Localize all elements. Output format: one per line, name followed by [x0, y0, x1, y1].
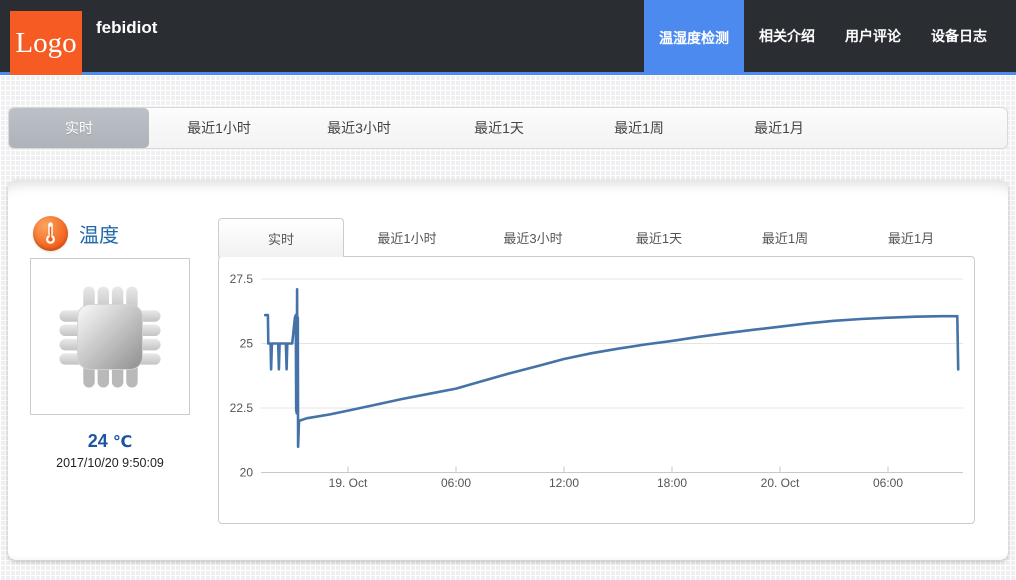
- chart-section: 实时 最近1小时 最近3小时 最近1天 最近1周 最近1月 20 22.5 25 27…: [218, 180, 975, 560]
- svg-text:25: 25: [240, 337, 254, 351]
- logo[interactable]: Logo: [10, 11, 82, 75]
- logo-text: Logo: [15, 26, 77, 59]
- svg-text:20: 20: [240, 466, 254, 480]
- svg-text:06:00: 06:00: [441, 476, 471, 490]
- temperature-chart[interactable]: 20 22.5 25 27.5 19. Oct 06:00 12:00 18:00 20. Oc…: [218, 256, 975, 524]
- range-tab-1w[interactable]: 最近1周: [614, 120, 664, 136]
- sensor-image-frame: [30, 258, 190, 415]
- chart-tab-1d[interactable]: 最近1天: [635, 230, 683, 246]
- svg-text:12:00: 12:00: [549, 476, 579, 490]
- chart-tab-3h[interactable]: 最近3小时: [503, 230, 563, 246]
- svg-text:19. Oct: 19. Oct: [329, 476, 368, 490]
- svg-text:06:00: 06:00: [873, 476, 903, 490]
- range-tab-1d[interactable]: 最近1天: [474, 120, 524, 136]
- chart-tab-1w[interactable]: 最近1周: [761, 230, 809, 246]
- svg-text:27.5: 27.5: [230, 272, 254, 286]
- temperature-reading: 24 ℃: [30, 431, 190, 452]
- nav-item-comments[interactable]: 用户评论: [845, 28, 901, 44]
- svg-text:20. Oct: 20. Oct: [761, 476, 800, 490]
- sensor-summary: 温度: [8, 180, 218, 560]
- svg-text:22.5: 22.5: [230, 401, 254, 415]
- header: Logo febidiot 温湿度检测 相关介绍 用户评论 设备日志: [0, 0, 1016, 75]
- thermometer-icon: [33, 216, 68, 251]
- svg-text:18:00: 18:00: [657, 476, 687, 490]
- sensor-title: 温度: [79, 225, 119, 247]
- range-tab-3h[interactable]: 最近3小时: [327, 120, 391, 136]
- reading-timestamp: 2017/10/20 9:50:09: [56, 456, 164, 470]
- chart-tab-bar: 实时 最近1小时 最近3小时 最近1天 最近1周 最近1月: [218, 218, 975, 257]
- main-nav: 温湿度检测 相关介绍 用户评论 设备日志: [644, 0, 1002, 75]
- nav-item-intro[interactable]: 相关介绍: [759, 28, 815, 44]
- temperature-unit: ℃: [112, 434, 133, 451]
- range-tab-1m[interactable]: 最近1月: [754, 120, 804, 136]
- chart-tab-1m[interactable]: 最近1月: [887, 230, 935, 246]
- nav-item-temp-humidity[interactable]: 温湿度检测: [644, 0, 744, 75]
- temperature-value: 24: [87, 431, 108, 451]
- nav-item-device-log[interactable]: 设备日志: [931, 28, 987, 44]
- sensor-card: 温度: [8, 180, 1008, 560]
- site-title: febidiot: [96, 18, 158, 37]
- range-tab-1h[interactable]: 最近1小时: [187, 120, 251, 136]
- chart-tab-realtime[interactable]: 实时: [218, 218, 344, 257]
- range-tab-realtime[interactable]: 实时: [9, 108, 149, 148]
- range-tab-bar: 实时 最近1小时 最近3小时 最近1天 最近1周 最近1月: [8, 107, 1008, 149]
- cpu-chip-image: [59, 285, 161, 388]
- chart-tab-1h[interactable]: 最近1小时: [377, 230, 437, 246]
